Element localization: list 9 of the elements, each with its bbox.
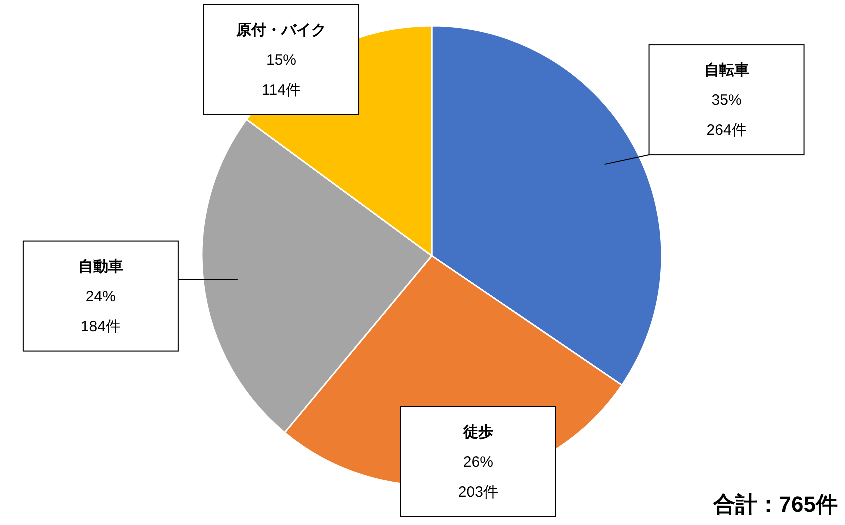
data-label: 15% 114件 (262, 52, 301, 99)
data-label: 24% 184件 (80, 288, 121, 336)
slice-label: 自転車 (704, 62, 750, 80)
slice-label: 徒歩 (462, 424, 494, 441)
data-label: 35% 264件 (706, 92, 747, 140)
slice-label: 原付・バイク (236, 22, 327, 39)
text: 合計：765件 (712, 492, 838, 517)
slice-label: 自動車 (78, 258, 124, 276)
data-label: 26% 203件 (458, 454, 498, 501)
